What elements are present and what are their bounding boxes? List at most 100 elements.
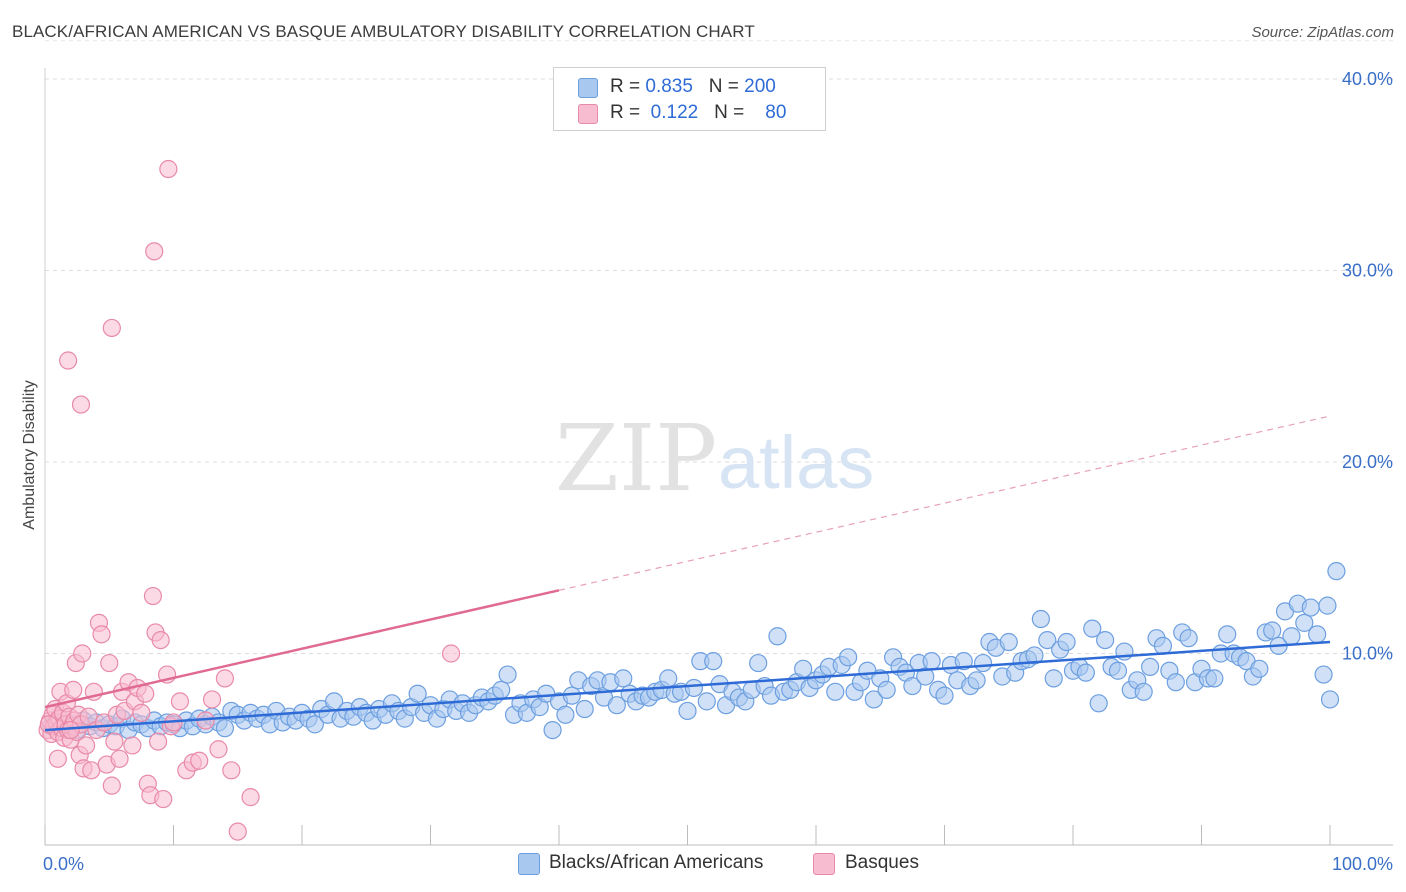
grid-lines [45, 40, 1393, 654]
point-blacks [575, 699, 594, 719]
legend-r-value: 0.122 [650, 102, 699, 123]
point-blacks [768, 627, 787, 646]
point-blacks [1301, 598, 1320, 617]
point-blacks [659, 669, 678, 688]
legend: R = 0.835 N = 200 R = 0.122 N = 80 [553, 67, 826, 131]
point-blacks [1025, 646, 1044, 665]
point-blacks [1031, 609, 1050, 629]
point-blacks [916, 667, 935, 686]
point-blacks [864, 690, 883, 709]
y-tick-label: 10.0% [1342, 644, 1393, 664]
point-blacks [305, 715, 324, 734]
point-basques [143, 586, 163, 606]
point-blacks [678, 701, 697, 721]
point-blacks [1044, 669, 1063, 688]
point-basques [82, 761, 101, 780]
bottom-legend-swatch-blue [518, 853, 540, 875]
watermark: ZIP atlas [555, 405, 874, 512]
trend-lines [44, 415, 1331, 732]
point-basques [110, 749, 129, 768]
legend-row-pink: R = 0.122 N = 80 [610, 102, 786, 126]
point-blacks [922, 652, 941, 671]
point-blacks [498, 665, 517, 684]
point-basques [151, 630, 170, 650]
y-axis-label: Ambulatory Disability [21, 380, 38, 529]
point-basques [71, 395, 91, 414]
point-basques [61, 720, 80, 740]
point-blacks [826, 682, 845, 701]
point-basques [59, 351, 78, 370]
point-basques [148, 732, 168, 751]
point-basques [145, 242, 164, 261]
point-basques [105, 732, 124, 751]
point-blacks [1083, 619, 1102, 638]
point-basques [77, 736, 96, 755]
point-blacks [1076, 663, 1095, 682]
point-blacks [935, 686, 954, 705]
legend-swatch-blue [578, 78, 598, 98]
legend-row-blue: R = 0.835 N = 200 [610, 76, 776, 100]
point-basques [228, 822, 247, 841]
point-blacks [1263, 621, 1282, 640]
point-blacks [1327, 562, 1346, 581]
point-blacks [1089, 694, 1108, 713]
point-blacks [1166, 673, 1185, 692]
point-blacks [1295, 613, 1314, 632]
point-basques [215, 669, 234, 688]
point-basques [136, 684, 155, 703]
point-blacks [607, 696, 626, 715]
point-basques [100, 653, 119, 673]
point-blacks [1096, 630, 1115, 650]
series-basques-points [38, 159, 461, 841]
point-basques [64, 680, 83, 699]
point-blacks [1108, 661, 1128, 680]
legend-r-label: R = [610, 102, 641, 123]
point-blacks [967, 671, 986, 690]
point-basques [123, 736, 142, 755]
point-basques [73, 644, 92, 663]
point-blacks [749, 653, 768, 673]
point-basques [190, 751, 209, 770]
legend-n-label: N = [708, 76, 739, 97]
point-basques [102, 318, 121, 338]
point-blacks [704, 652, 723, 671]
point-basques [92, 625, 111, 644]
point-blacks [1057, 632, 1076, 652]
point-blacks [1218, 625, 1237, 644]
legend-n-value: 80 [765, 102, 787, 123]
point-blacks [215, 719, 234, 738]
point-basques [170, 692, 190, 711]
tick-labels: 10.0% 20.0% 30.0% 40.0% 0.0% 100.0% [43, 69, 1393, 874]
y-tick-label: 20.0% [1342, 452, 1393, 472]
bottom-legend-swatch-pink [813, 853, 835, 875]
trend-line-blacks [44, 640, 1331, 732]
y-tick-label: 40.0% [1342, 69, 1393, 89]
chart-title: BLACK/AFRICAN AMERICAN VS BASQUE AMBULAT… [12, 22, 755, 41]
point-basques [241, 788, 260, 807]
source-label: Source: ZipAtlas.com [1251, 24, 1394, 41]
point-blacks [877, 680, 896, 699]
legend-r-label: R = [610, 76, 641, 97]
x-tick-label: 0.0% [43, 854, 84, 874]
point-blacks [1153, 636, 1173, 655]
y-tick-label: 30.0% [1342, 261, 1393, 281]
point-blacks [1038, 630, 1057, 650]
legend-swatch-pink [578, 104, 598, 124]
point-basques [202, 690, 222, 709]
point-blacks [492, 680, 511, 699]
watermark-atlas: atlas [718, 421, 874, 504]
bottom-legend-blacks: Blacks/African Americans [549, 852, 764, 873]
series-blacks-points [42, 562, 1346, 740]
point-blacks [999, 632, 1018, 652]
point-basques [154, 789, 173, 809]
point-blacks [1250, 659, 1269, 678]
trend-line-basques [44, 589, 560, 709]
point-blacks [839, 648, 858, 667]
point-blacks [1318, 596, 1337, 615]
point-blacks [1140, 657, 1160, 677]
legend-r-value: 0.835 [645, 76, 693, 97]
point-basques [48, 749, 67, 768]
point-blacks [684, 678, 704, 698]
bottom-legend-basques: Basques [845, 852, 919, 873]
